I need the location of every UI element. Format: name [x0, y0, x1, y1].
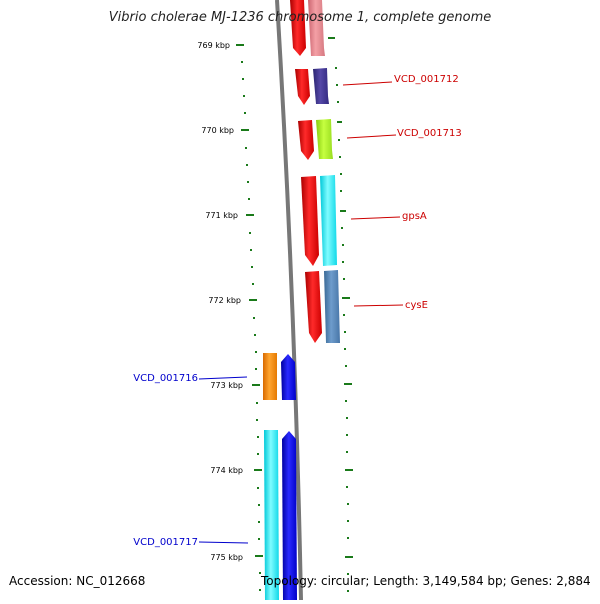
tick-label-772: 772 kbp: [208, 296, 241, 305]
gene-label-cyse[interactable]: cysE: [405, 300, 428, 311]
tick-label-771: 771 kbp: [205, 211, 238, 220]
gene-orange[interactable]: [263, 353, 277, 400]
gene-steel-cysE[interactable]: [324, 270, 340, 343]
label-leaders: [198, 81, 404, 544]
gene-blue-2[interactable]: [282, 431, 297, 600]
map-title: Vibrio cholerae MJ-1236 chromosome 1, co…: [108, 10, 492, 25]
gene-red-2[interactable]: [295, 69, 310, 105]
tick-label-774: 774 kbp: [210, 466, 243, 475]
gene-red-1[interactable]: [290, 0, 306, 56]
genome-summary: Topology: circular; Length: 3,149,584 bp…: [261, 574, 591, 588]
reverse-genes: [263, 353, 297, 600]
gene-pink-1[interactable]: [308, 0, 325, 56]
major-ticks: [236, 44, 263, 557]
gene-label-gpsa[interactable]: gpsA: [402, 211, 427, 222]
gene-label-vcd001717[interactable]: VCD_001717: [133, 537, 198, 548]
gene-purple[interactable]: [313, 68, 329, 104]
gene-red-gpsA[interactable]: [301, 176, 319, 266]
gene-blue-1[interactable]: [281, 354, 296, 400]
forward-genes: [290, 0, 340, 343]
gene-red-3[interactable]: [298, 120, 314, 160]
tick-label-770: 770 kbp: [201, 126, 234, 135]
chromosome-backbone: [275, 0, 303, 601]
tick-label-773: 773 kbp: [210, 381, 243, 390]
outer-ruler: [328, 37, 353, 592]
gene-cyan-2[interactable]: [264, 430, 279, 600]
tick-label-769: 769 kbp: [197, 41, 230, 50]
gene-cyan-gpsA[interactable]: [320, 175, 337, 266]
gene-red-cysE[interactable]: [305, 271, 322, 343]
gene-label-vcd001713[interactable]: VCD_001713: [397, 128, 462, 139]
tick-label-775: 775 kbp: [210, 553, 243, 562]
accession-label: Accession: NC_012668: [9, 574, 146, 588]
gene-label-vcd001712[interactable]: VCD_001712: [394, 74, 459, 85]
gene-lime[interactable]: [316, 119, 333, 159]
gene-label-vcd001716[interactable]: VCD_001716: [133, 373, 198, 384]
inner-ruler: [241, 61, 261, 591]
